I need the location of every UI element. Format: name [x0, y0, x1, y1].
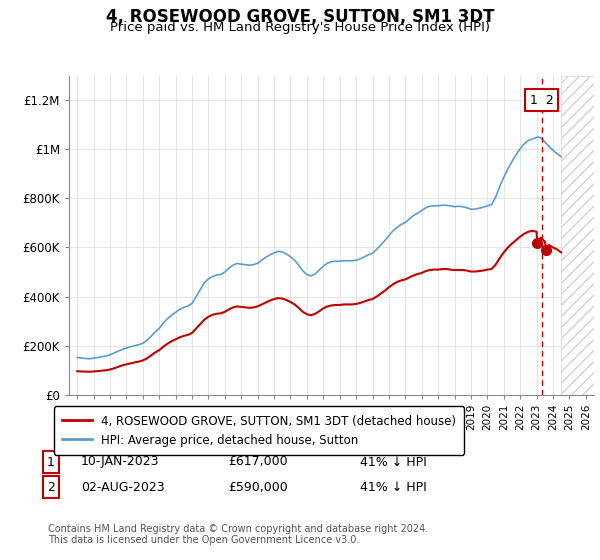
Text: Contains HM Land Registry data © Crown copyright and database right 2024.
This d: Contains HM Land Registry data © Crown c…	[48, 524, 428, 545]
Text: £590,000: £590,000	[228, 480, 288, 494]
Legend: 4, ROSEWOOD GROVE, SUTTON, SM1 3DT (detached house), HPI: Average price, detache: 4, ROSEWOOD GROVE, SUTTON, SM1 3DT (deta…	[54, 407, 464, 455]
Text: 1: 1	[47, 455, 55, 469]
Text: Price paid vs. HM Land Registry's House Price Index (HPI): Price paid vs. HM Land Registry's House …	[110, 21, 490, 34]
Text: 41% ↓ HPI: 41% ↓ HPI	[360, 455, 427, 469]
Text: £617,000: £617,000	[228, 455, 287, 469]
Text: 4, ROSEWOOD GROVE, SUTTON, SM1 3DT: 4, ROSEWOOD GROVE, SUTTON, SM1 3DT	[106, 8, 494, 26]
Text: 41% ↓ HPI: 41% ↓ HPI	[360, 480, 427, 494]
Text: 2: 2	[47, 480, 55, 494]
Text: 02-AUG-2023: 02-AUG-2023	[81, 480, 164, 494]
Text: 1  2: 1 2	[530, 94, 553, 106]
Text: 10-JAN-2023: 10-JAN-2023	[81, 455, 160, 469]
